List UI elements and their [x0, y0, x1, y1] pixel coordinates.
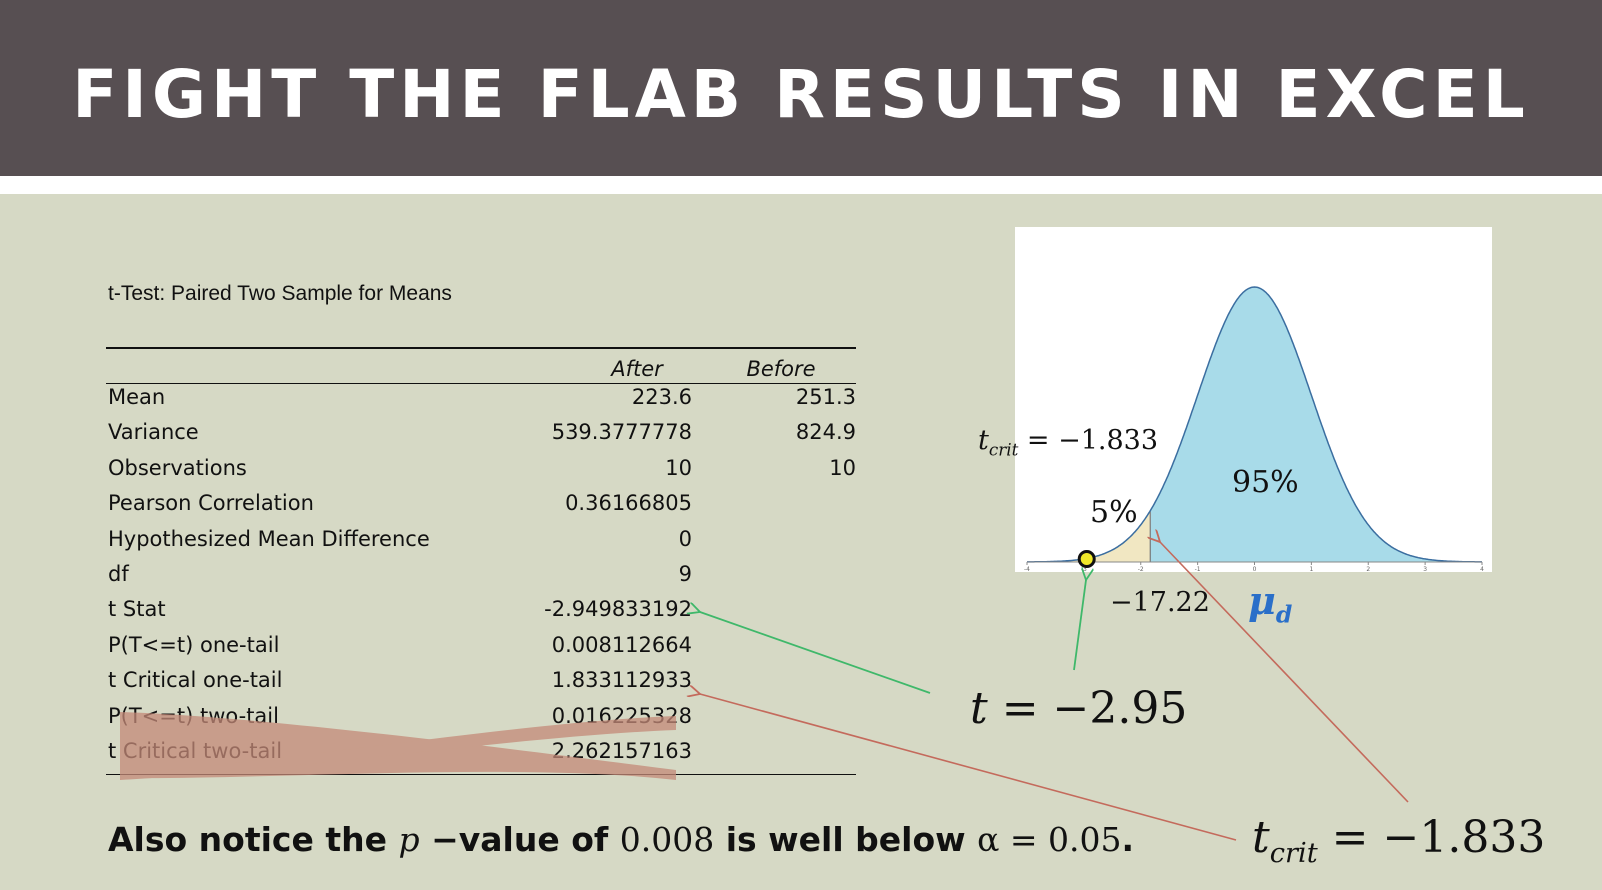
- table-row: Mean 223.6 251.3: [106, 385, 856, 419]
- row-label: P(T<=t) one-tail: [108, 632, 280, 657]
- density-curve: [1027, 286, 1482, 563]
- footnote-alpha: α = 0.05: [977, 820, 1122, 859]
- x-tick-label: 1: [1309, 566, 1313, 572]
- col-header-after: After: [611, 357, 663, 381]
- row-after-value: 223.6: [631, 385, 692, 409]
- row-after-value: 0.36166805: [565, 491, 692, 516]
- tstat-label: t = −2.95: [970, 683, 1187, 734]
- tstat-table-arrow: [700, 612, 931, 694]
- t-distribution-svg: -4 -3 -2 -1 0 1 2 3 4: [1024, 286, 1484, 573]
- table-row: t Critical one-tail 1.833112933: [106, 668, 856, 702]
- tcrit-small-label: tcrit = −1.833: [978, 425, 1158, 459]
- tcrit-small-symbol: t: [978, 425, 989, 456]
- row-before-value: 824.9: [795, 420, 856, 445]
- footnote-part1: Also notice the: [108, 820, 399, 859]
- row-before-value: 251.3: [795, 385, 856, 409]
- row-after-value: 1.833112933: [551, 668, 692, 693]
- table-row: Variance 539.3777778 824.9: [106, 420, 856, 454]
- x-tick-label: -2: [1138, 566, 1144, 572]
- difference-label: −17.22: [1110, 587, 1210, 618]
- table-row: Hypothesized Mean Difference 0: [106, 527, 856, 561]
- table-row: P(T<=t) one-tail 0.008112664: [106, 633, 856, 667]
- row-before-value: 10: [829, 455, 856, 480]
- t-distribution-chart: -4 -3 -2 -1 0 1 2 3 4: [1015, 227, 1492, 573]
- row-after-value: 539.3777778: [551, 420, 692, 445]
- mu-d-label: μd: [1248, 578, 1292, 629]
- footnote-p: p: [398, 820, 420, 859]
- row-after-value: 0.008112664: [551, 632, 692, 657]
- footnote-part2: −value of: [419, 820, 620, 859]
- x-tick-label: 4: [1480, 566, 1484, 572]
- slide-title: FIGHT THE FLAB RESULTS IN EXCEL: [72, 56, 1530, 133]
- row-label: Observations: [108, 455, 247, 480]
- row-label: t Critical one-tail: [108, 668, 283, 693]
- tcrit-small-value: = −1.833: [1026, 425, 1159, 456]
- tcrit-big-sub: crit: [1269, 837, 1318, 869]
- footnote-part3: is well below: [714, 820, 978, 859]
- body-percent-label: 95%: [1232, 465, 1299, 500]
- table-bottom-rule: [106, 774, 856, 775]
- divider-band: [0, 176, 1602, 194]
- row-after-value: 0: [678, 526, 692, 551]
- body-area: [1150, 287, 1482, 562]
- ttest-title: t-Test: Paired Two Sample for Means: [108, 282, 452, 305]
- footnote-part4: .: [1121, 820, 1135, 859]
- table-top-rule: [106, 347, 856, 349]
- tcrit-big-label: tcrit = −1.833: [1252, 812, 1545, 869]
- cross-out-mark: [120, 712, 676, 780]
- row-after-value: -2.949833192: [544, 597, 692, 622]
- x-tick-label: -1: [1195, 566, 1201, 572]
- mu-symbol: μ: [1248, 578, 1276, 623]
- mu-sub: d: [1275, 600, 1293, 629]
- tcrit-table-arrow: [700, 694, 1237, 841]
- tstat-chart-arrow: [1073, 580, 1086, 671]
- title-bar: FIGHT THE FLAB RESULTS IN EXCEL: [0, 0, 1602, 176]
- tstat-symbol: t: [970, 683, 988, 734]
- table-row: t Stat -2.949833192: [106, 597, 856, 631]
- table-row: Observations 10 10: [106, 456, 856, 490]
- tail-percent-label: 5%: [1090, 495, 1138, 530]
- tcrit-big-symbol: t: [1252, 812, 1270, 863]
- x-tick-label: -4: [1024, 566, 1030, 572]
- x-tick-label: 2: [1366, 566, 1370, 572]
- observed-t-marker: [1077, 550, 1096, 568]
- tcrit-chart-arrow: [1160, 542, 1409, 803]
- row-label: Mean: [108, 385, 166, 409]
- row-label: t Stat: [108, 597, 166, 622]
- table-header-rule: [106, 383, 856, 384]
- x-tick-label: 0: [1253, 566, 1257, 572]
- row-after-value: 10: [665, 455, 692, 480]
- table-row: df 9: [106, 562, 856, 596]
- tcrit-big-value: = −1.833: [1331, 812, 1546, 863]
- tcrit-small-sub: crit: [988, 439, 1019, 460]
- row-label: Variance: [108, 420, 199, 445]
- table-row: Pearson Correlation 0.36166805: [106, 491, 856, 525]
- col-header-before: Before: [746, 357, 816, 381]
- x-tick-label: 3: [1423, 566, 1427, 572]
- footnote: Also notice the p −value of 0.008 is wel…: [108, 820, 1134, 859]
- footnote-pvalue: 0.008: [619, 820, 715, 859]
- row-label: Pearson Correlation: [108, 491, 314, 516]
- tstat-value: = −2.95: [1001, 683, 1188, 734]
- row-after-value: 9: [678, 562, 692, 586]
- tail-area: [1027, 511, 1151, 562]
- row-label: Hypothesized Mean Difference: [108, 526, 430, 551]
- row-label: df: [108, 562, 129, 586]
